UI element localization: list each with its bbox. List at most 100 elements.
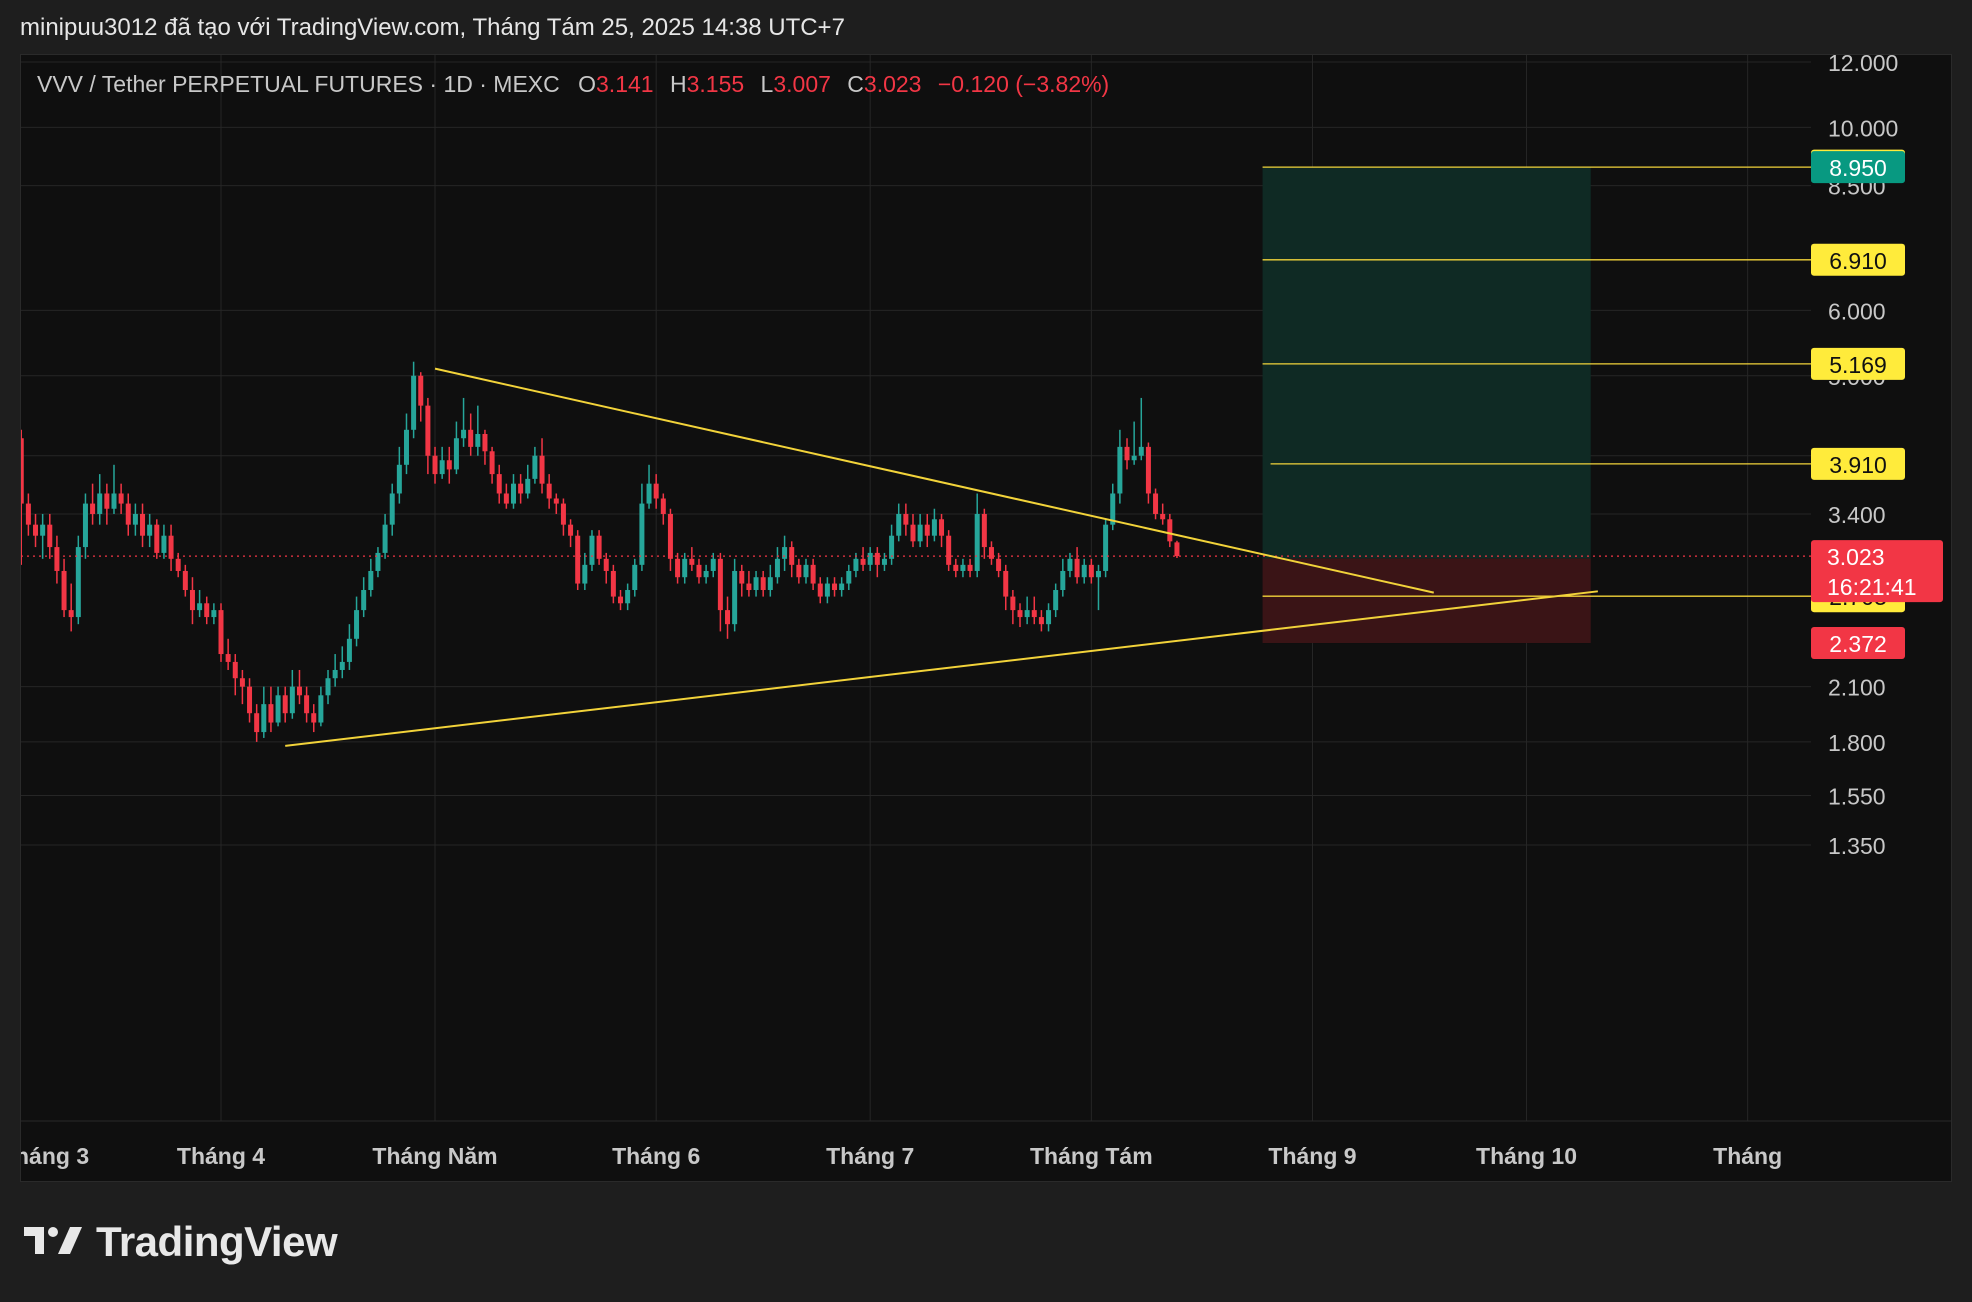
- candle-body: [874, 552, 880, 565]
- candle-body: [832, 583, 838, 591]
- candle-body: [931, 519, 937, 536]
- tradingview-wordmark: TradingView: [96, 1218, 338, 1265]
- drawings: [21, 166, 1811, 747]
- candle-body: [432, 455, 438, 475]
- candle-body: [860, 558, 866, 565]
- price-badge-label: 2.372: [1829, 631, 1887, 657]
- trendline: [434, 367, 1434, 594]
- candle-body: [682, 558, 688, 578]
- candle-body: [47, 524, 53, 548]
- candle-body: [189, 590, 195, 611]
- candle-body: [346, 638, 352, 662]
- y-tick-label: 6.000: [1828, 298, 1886, 324]
- candle-body: [817, 583, 823, 597]
- candle-body: [560, 503, 566, 525]
- price-chart[interactable]: 12.00010.0008.5006.0005.0004.0003.4002.1…: [21, 55, 1952, 1182]
- candle-body: [368, 570, 374, 591]
- candle-body: [739, 570, 745, 584]
- candle-body: [375, 552, 381, 571]
- candle-body: [1081, 564, 1087, 578]
- candle-body: [746, 583, 752, 591]
- price-badge-label: 5.169: [1829, 352, 1887, 378]
- current-price-badge: [1811, 540, 1943, 603]
- candle-body: [1053, 590, 1059, 611]
- candle-body: [546, 483, 552, 499]
- stop-zone: [1262, 558, 1591, 644]
- candle-body: [824, 583, 830, 597]
- candle-body: [175, 558, 181, 571]
- candle-body: [753, 577, 759, 591]
- candle-body: [596, 535, 602, 559]
- candle-body: [225, 654, 231, 662]
- x-tick-label: Tháng 6: [612, 1143, 700, 1169]
- x-tick-label: Tháng 4: [177, 1143, 265, 1169]
- candle-body: [318, 695, 324, 723]
- candle-body: [717, 558, 723, 611]
- candle-body: [803, 564, 809, 578]
- x-tick-label: Tháng 7: [826, 1143, 914, 1169]
- candle-body: [553, 498, 559, 504]
- candle-body: [439, 460, 445, 475]
- candle-body: [289, 686, 295, 714]
- candle-body: [646, 483, 652, 504]
- candle-body: [924, 524, 930, 536]
- attribution-text: minipuu3012 đã tạo với TradingView.com, …: [20, 14, 845, 41]
- candle-body: [846, 570, 852, 584]
- candle-body: [853, 558, 859, 571]
- candle-body: [90, 503, 96, 514]
- candle-body: [710, 558, 716, 571]
- candle-body: [1138, 446, 1144, 456]
- y-tick-label: 10.000: [1828, 115, 1898, 141]
- candle-body: [197, 603, 203, 611]
- candle-body: [254, 713, 260, 733]
- candle-body: [988, 547, 994, 559]
- symbol-name[interactable]: VVV / Tether PERPETUAL FUTURES · 1D · ME…: [37, 71, 560, 97]
- candle-body: [68, 610, 74, 618]
- candle-body: [639, 503, 645, 565]
- candle-body: [703, 570, 709, 578]
- candle-body: [461, 429, 467, 439]
- candle-body: [1031, 610, 1037, 618]
- candle-body: [1017, 610, 1023, 618]
- candle-body: [996, 558, 1002, 571]
- candle-body: [917, 524, 923, 542]
- candle-body: [981, 513, 987, 548]
- candle-body: [960, 564, 966, 571]
- candle-body: [232, 661, 238, 679]
- candle-body: [610, 570, 616, 597]
- candle-body: [25, 503, 31, 525]
- trendline: [285, 590, 1598, 747]
- candle-body: [939, 519, 945, 536]
- candle-body: [796, 564, 802, 578]
- close-label: C: [847, 71, 864, 97]
- price-badge-label: 6.910: [1829, 248, 1887, 274]
- candle-body: [625, 590, 631, 604]
- candle-body: [632, 564, 638, 591]
- candle-body: [332, 669, 338, 679]
- candle-body: [810, 564, 816, 584]
- candle-body: [140, 513, 146, 536]
- tradingview-logo-icon: [24, 1223, 86, 1262]
- candle-body: [618, 596, 624, 604]
- candle-body: [382, 524, 388, 553]
- tradingview-brand[interactable]: TradingView: [24, 1218, 338, 1266]
- high-value: 3.155: [686, 71, 745, 97]
- chart-panel[interactable]: 12.00010.0008.5006.0005.0004.0003.4002.1…: [20, 54, 1952, 1182]
- symbol-legend: VVV / Tether PERPETUAL FUTURES · 1D · ME…: [37, 71, 1109, 98]
- current-price-label: 3.023: [1827, 544, 1885, 570]
- candle-body: [1174, 542, 1180, 557]
- low-label: L: [760, 71, 774, 97]
- candle-body: [1124, 446, 1130, 461]
- x-tick-label: háng 3: [21, 1143, 89, 1169]
- candle-body: [54, 547, 60, 571]
- candle-body: [910, 524, 916, 542]
- candle-body: [354, 610, 360, 639]
- candle-body: [453, 438, 459, 470]
- candle-body: [503, 493, 509, 504]
- candle-body: [1095, 570, 1101, 578]
- candle-body: [33, 524, 39, 536]
- candle-body: [239, 678, 245, 687]
- candle-body: [147, 524, 153, 536]
- candle-body: [304, 695, 310, 714]
- candle-body: [111, 493, 117, 509]
